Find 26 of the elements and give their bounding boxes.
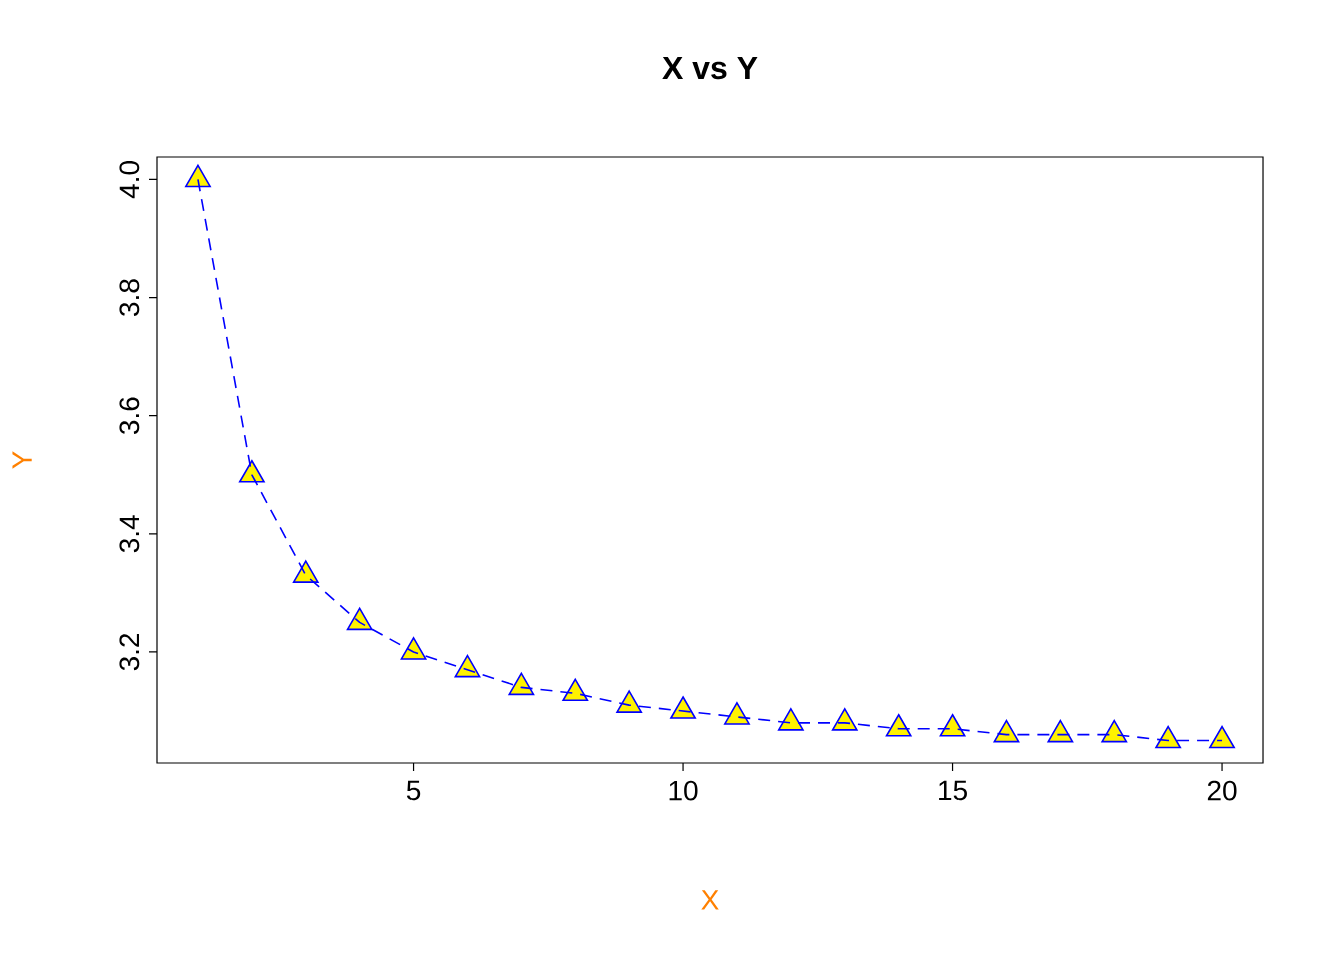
chart-title: X vs Y (662, 56, 758, 80)
point (346, 607, 373, 631)
point (831, 708, 858, 731)
y-tick-label: 3.4 (119, 515, 140, 553)
y-axis-title: Y (12, 451, 32, 469)
x-axis-title: X (701, 890, 719, 910)
point (454, 654, 481, 678)
point (238, 459, 265, 483)
point (562, 678, 589, 702)
point (616, 690, 643, 713)
point (508, 672, 535, 696)
y-tick-label: 3.8 (119, 279, 140, 316)
point (670, 696, 696, 719)
point (400, 637, 427, 660)
point (292, 560, 319, 583)
x-tick-label: 10 (669, 780, 698, 801)
point (777, 708, 804, 731)
y-tick-label: 3.2 (119, 633, 140, 671)
point (885, 713, 912, 737)
x-tick-label: 15 (939, 780, 967, 801)
point (939, 713, 966, 737)
y-tick-label: 3.6 (119, 397, 140, 435)
x-tick-label: 20 (1207, 780, 1237, 801)
x-tick-label: 5 (406, 780, 421, 801)
point (724, 702, 750, 725)
y-tick-label: 4.0 (119, 161, 140, 199)
